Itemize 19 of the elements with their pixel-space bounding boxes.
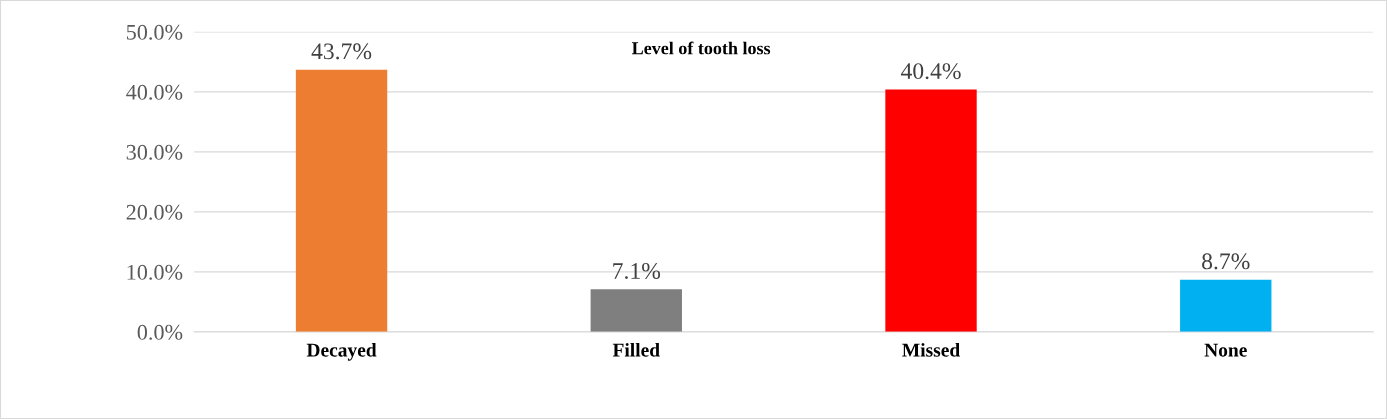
y-tick-label: 40.0% [126,84,183,100]
data-label: 43.7% [311,43,372,60]
y-tick-label: 10.0% [127,264,183,280]
bar [885,89,977,332]
y-tick-label: 20.0% [126,204,183,220]
y-tick-label: 0.0% [137,324,183,340]
y-tick-label: 50.0% [126,24,183,40]
x-tick-label: Decayed [306,342,377,361]
bar [295,69,388,332]
data-label: 8.7% [1202,253,1250,270]
y-tick-label: 30.0% [126,144,183,160]
data-label: 7.1% [613,262,661,279]
bar [590,289,682,332]
x-tick-label: Filled [612,342,660,357]
x-tick-label: None [1204,343,1247,357]
chart-title: Level of tooth loss [631,41,771,55]
x-tick-label: Missed [902,342,960,357]
data-label: 40.4% [900,63,961,80]
bar [1180,279,1272,332]
